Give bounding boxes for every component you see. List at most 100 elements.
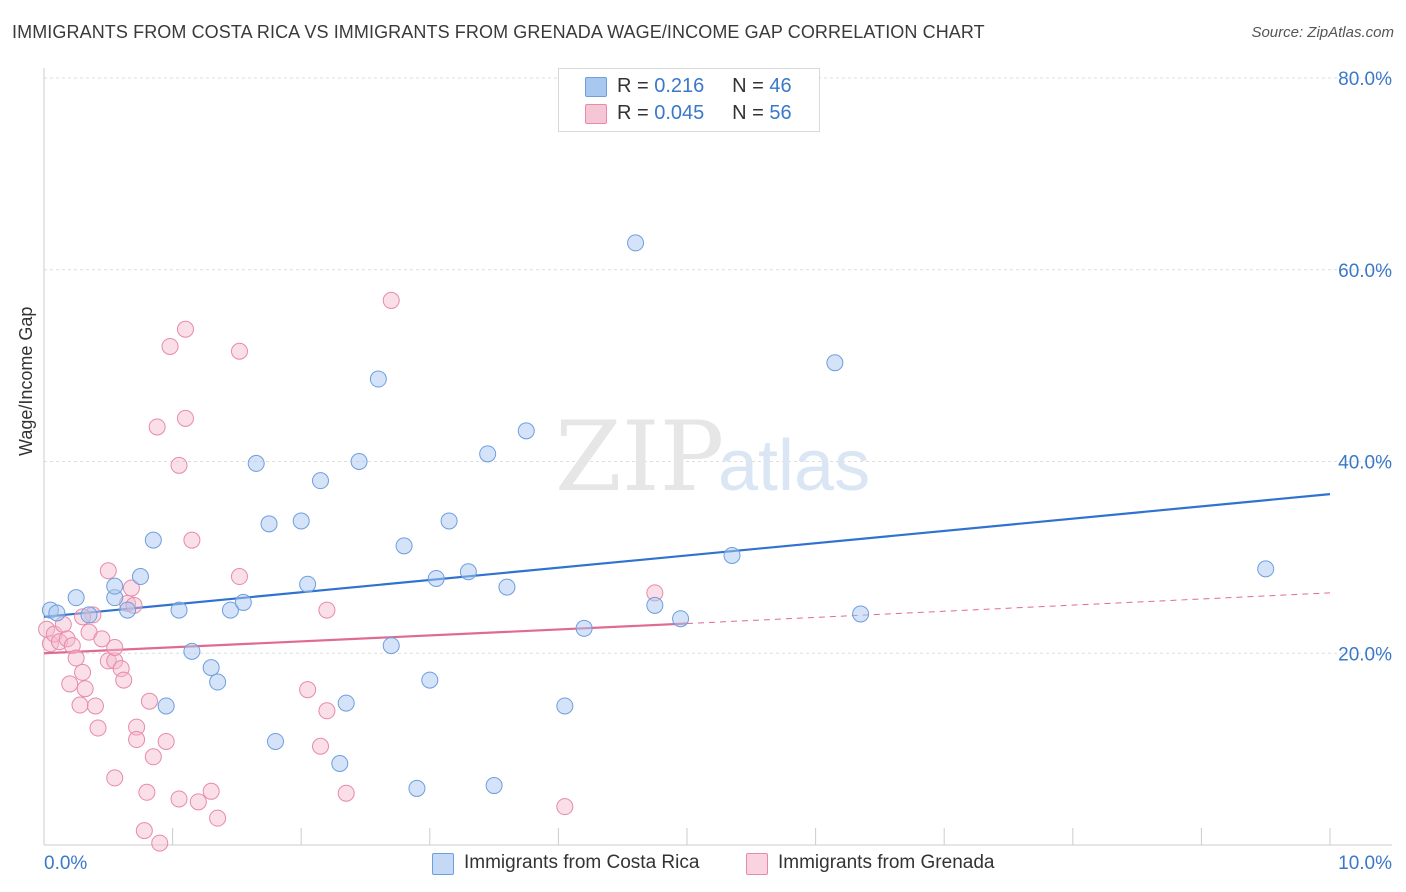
correlation-legend: R = 0.216 N = 46 R = 0.045 N = 56 [558,68,820,132]
y-axis-label: Wage/Income Gap [16,306,36,456]
y-tick-label: 60.0% [1338,261,1392,282]
grenada-point [202,782,220,800]
costa-rica-point [427,569,445,587]
legend-n-label: N = [732,75,764,97]
costa-rica-point [266,732,284,750]
grenada-trend-extension [686,592,1331,625]
grenada-point [556,798,574,816]
gridlines [44,77,1392,654]
grenada-point [67,649,85,667]
costa-rica-point [292,512,310,530]
costa-rica-point [331,755,349,773]
costa-rica-point [723,546,741,564]
grenada-point [144,748,162,766]
costa-rica-point [826,354,844,372]
costa-rica-point [119,601,137,619]
costa-rica-point [517,422,535,440]
costa-rica-point [395,537,413,555]
grenada-point [183,531,201,549]
grenada-point [157,732,175,750]
grenada-point [230,568,248,586]
series-label: Immigrants from Costa Rica [464,852,700,873]
grenada-point [135,822,153,840]
costa-rica-point [852,605,870,623]
legend-swatch-pink [585,104,607,124]
costa-rica-point [421,671,439,689]
costa-rica-point [209,673,227,691]
costa-rica-point [350,453,368,470]
grenada-point [382,291,400,309]
costa-rica-point [48,604,66,622]
grenada-point [128,731,146,749]
grenada-point [74,663,92,681]
x-tick-label: 10.0% [1338,853,1392,874]
y-tick-label: 40.0% [1338,453,1392,474]
grenada-point [128,718,146,736]
grenada-point [176,409,194,427]
grenada-point [151,834,169,852]
legend-n-value: 56 [769,102,792,124]
grenada-point [161,337,179,355]
grenada-point [337,784,355,802]
costa-rica-point [575,619,593,637]
grenada-point [176,320,194,338]
grenada-point [189,793,207,811]
grenada-point [93,630,111,648]
legend-text: R = 0.045 N = 56 [617,102,792,125]
grenada-point [115,671,133,689]
grenada-point [106,638,124,656]
chart-title: IMMIGRANTS FROM COSTA RICA VS IMMIGRANTS… [12,22,985,42]
legend-n-label: N = [732,102,764,124]
costa-rica-point [479,445,497,463]
costa-rica-point [183,642,201,660]
series-legend: Immigrants from Costa Rica Immigrants fr… [0,852,1406,878]
grenada-point [122,579,140,597]
axes [43,68,1392,846]
grenada-point [61,675,79,693]
costa-rica-trend-line [43,493,1331,618]
grenada-point [76,680,94,698]
grenada-point [170,790,188,808]
legend-r-value: 0.045 [654,102,705,124]
costa-rica-point [131,568,149,586]
legend-n-value: 46 [769,75,792,97]
legend-r-value: 0.216 [654,75,705,97]
grenada-point [99,562,117,580]
legend-r-label: R = [617,75,649,97]
source-label: Source: ZipAtlas.com [1251,24,1394,41]
costa-rica-point [170,601,188,619]
grenada-point [311,737,329,755]
costa-rica-point [646,596,664,614]
grenada-point [318,702,336,720]
grenada-point [86,697,104,715]
grenada-point [170,456,188,474]
costa-rica-point [498,578,516,596]
costa-rica-point [80,606,98,624]
grenada-point [106,769,124,787]
watermark-atlas: atlas [718,426,870,506]
costa-rica-point [221,601,239,619]
costa-rica-point [382,637,400,655]
costa-rica-point [202,659,220,677]
grenada-point [148,418,166,436]
costa-rica-point [260,515,278,533]
grenada-point [209,809,227,827]
legend-swatch-blue [585,77,607,97]
costa-rica-point [440,512,458,530]
series-label: Immigrants from Grenada [778,852,995,873]
grenada-point [138,783,156,801]
grenada-point [299,681,317,699]
grenada-point [89,719,107,737]
costa-rica-point [144,531,162,549]
costa-rica-point [408,779,426,797]
costa-rica-point [106,577,124,595]
grenada-point [318,601,336,619]
series-swatch-blue [432,853,454,875]
grenada-point [140,692,158,710]
costa-rica-point [234,593,252,611]
grenada-point [230,342,248,360]
costa-rica-point [157,697,175,715]
series-swatch-pink [746,853,768,875]
